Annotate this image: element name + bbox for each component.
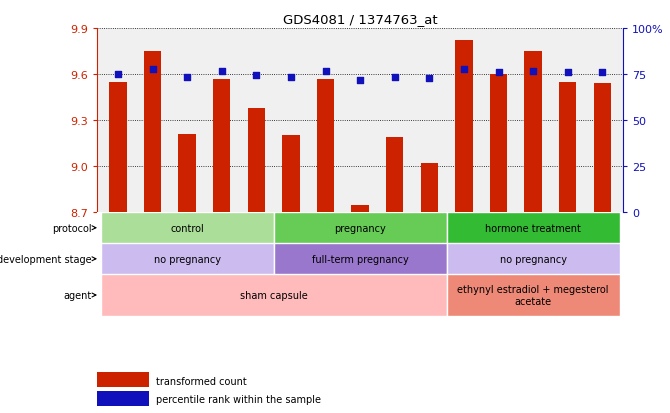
Bar xyxy=(178,135,196,213)
Text: sham capsule: sham capsule xyxy=(240,290,308,300)
Point xyxy=(216,69,227,75)
Text: pregnancy: pregnancy xyxy=(334,223,386,233)
Point xyxy=(597,70,608,76)
Text: GSM796399: GSM796399 xyxy=(356,224,364,278)
Bar xyxy=(109,83,127,213)
Point xyxy=(528,68,539,75)
Text: GSM796392: GSM796392 xyxy=(113,224,123,278)
Bar xyxy=(352,205,368,213)
Bar xyxy=(100,244,273,275)
Text: GSM796402: GSM796402 xyxy=(460,224,468,278)
Bar xyxy=(273,213,447,244)
Text: GSM796405: GSM796405 xyxy=(563,224,572,278)
Bar xyxy=(447,275,620,316)
Point xyxy=(354,77,365,84)
Bar xyxy=(585,221,620,275)
Bar xyxy=(447,213,620,244)
Point xyxy=(113,71,123,78)
Text: GSM796400: GSM796400 xyxy=(390,224,399,278)
Text: control: control xyxy=(170,223,204,233)
Text: GSM796393: GSM796393 xyxy=(148,224,157,278)
Title: GDS4081 / 1374763_at: GDS4081 / 1374763_at xyxy=(283,13,438,26)
Bar xyxy=(273,221,308,275)
Point xyxy=(389,74,400,81)
Text: hormone treatment: hormone treatment xyxy=(485,223,581,233)
Text: GSM796401: GSM796401 xyxy=(425,224,434,278)
Point xyxy=(251,73,262,79)
Bar xyxy=(525,52,542,213)
Bar xyxy=(273,244,447,275)
Bar xyxy=(170,221,204,275)
Bar xyxy=(97,373,149,387)
Text: GSM796406: GSM796406 xyxy=(598,224,607,278)
Text: protocol: protocol xyxy=(52,223,92,233)
Bar xyxy=(144,52,161,213)
Bar xyxy=(239,221,273,275)
Text: GSM796394: GSM796394 xyxy=(183,224,192,278)
Bar xyxy=(308,221,343,275)
Bar xyxy=(516,221,551,275)
Point xyxy=(147,67,158,74)
Bar xyxy=(386,138,403,213)
Text: ethynyl estradiol + megesterol
acetate: ethynyl estradiol + megesterol acetate xyxy=(458,285,609,306)
Bar xyxy=(100,221,135,275)
Text: full-term pregnancy: full-term pregnancy xyxy=(312,254,409,264)
Bar xyxy=(447,221,481,275)
Bar xyxy=(551,221,585,275)
Text: GSM796396: GSM796396 xyxy=(252,224,261,278)
Bar xyxy=(317,79,334,213)
Bar xyxy=(481,221,516,275)
Text: GSM796395: GSM796395 xyxy=(217,224,226,278)
Bar xyxy=(213,79,230,213)
Bar xyxy=(100,213,273,244)
Bar xyxy=(447,244,620,275)
Bar xyxy=(412,221,447,275)
Point xyxy=(458,66,469,73)
Bar xyxy=(248,109,265,213)
Bar xyxy=(135,221,170,275)
Text: no pregnancy: no pregnancy xyxy=(500,254,567,264)
Point xyxy=(562,70,573,76)
Text: percentile rank within the sample: percentile rank within the sample xyxy=(156,394,321,404)
Bar xyxy=(100,275,447,316)
Text: GSM796398: GSM796398 xyxy=(321,224,330,278)
Text: GSM796397: GSM796397 xyxy=(286,224,295,278)
Text: transformed count: transformed count xyxy=(156,376,247,386)
Bar xyxy=(343,221,377,275)
Point xyxy=(493,70,504,76)
Text: GSM796404: GSM796404 xyxy=(529,224,537,278)
Bar xyxy=(456,41,472,213)
Text: GSM796403: GSM796403 xyxy=(494,224,503,278)
Bar xyxy=(421,164,438,213)
Bar xyxy=(97,391,149,406)
Bar xyxy=(559,83,576,213)
Bar xyxy=(204,221,239,275)
Point xyxy=(285,74,296,81)
Text: agent: agent xyxy=(64,290,92,300)
Text: no pregnancy: no pregnancy xyxy=(153,254,220,264)
Point xyxy=(182,74,192,81)
Bar xyxy=(594,84,611,213)
Bar xyxy=(377,221,412,275)
Bar xyxy=(490,75,507,213)
Point xyxy=(320,68,331,75)
Text: development stage: development stage xyxy=(0,254,92,264)
Bar xyxy=(282,136,299,213)
Point xyxy=(424,76,435,83)
